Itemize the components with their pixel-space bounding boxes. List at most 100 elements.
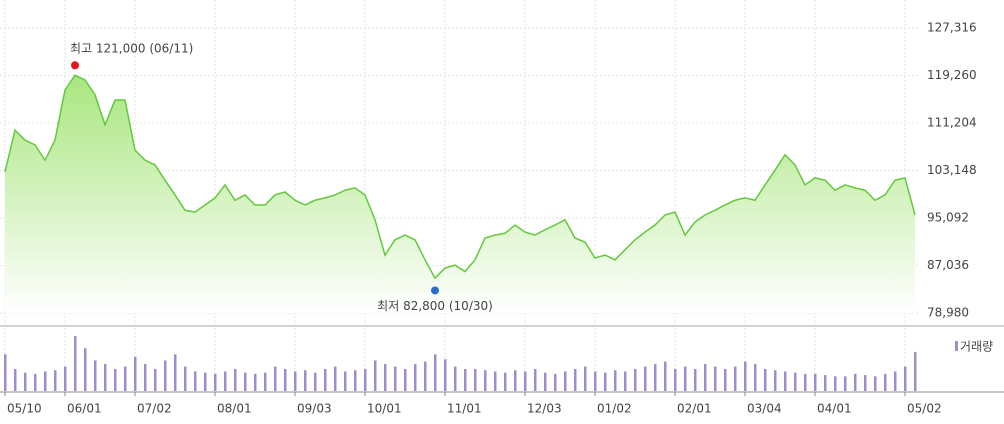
volume-bar [4, 354, 7, 391]
volume-bar [384, 364, 387, 391]
volume-bar [364, 369, 367, 391]
volume-bar [614, 370, 617, 391]
volume-bar [394, 366, 397, 391]
volume-bar [734, 366, 737, 391]
annotation-dot [431, 286, 439, 295]
volume-bar [434, 354, 437, 391]
volume-bar [334, 366, 337, 391]
volume-bar [494, 371, 497, 391]
volume-bar [454, 366, 457, 391]
volume-bar [24, 372, 27, 391]
volume-bar [664, 361, 667, 391]
volume-bar [884, 373, 887, 391]
y-tick-label: 103,148 [927, 163, 977, 177]
volume-bar [794, 372, 797, 391]
x-tick-label: 11/01 [447, 402, 482, 416]
volume-bar [54, 370, 57, 391]
volume-bar [604, 372, 607, 391]
x-tick-label: 09/03 [297, 402, 332, 416]
volume-bar [754, 364, 757, 391]
volume-bar [374, 360, 377, 391]
volume-bar [174, 354, 177, 391]
volume-bar [804, 373, 807, 391]
x-tick-label: 12/03 [527, 402, 562, 416]
volume-bar [704, 364, 707, 391]
annotation-label: 최고 121,000 (06/11) [70, 42, 193, 56]
volume-bar [154, 369, 157, 391]
volume-bar [694, 369, 697, 391]
volume-bar [224, 371, 227, 391]
volume-bar [64, 366, 67, 391]
volume-bar [654, 364, 657, 391]
volume-bar [714, 366, 717, 391]
volume-bar [444, 359, 447, 391]
x-tick-label: 04/01 [817, 402, 852, 416]
volume-bar [204, 372, 207, 391]
volume-bar [314, 372, 317, 391]
y-tick-label: 127,316 [927, 21, 977, 35]
volume-bar [904, 366, 907, 391]
volume-bar [184, 366, 187, 391]
volume-bar [774, 370, 777, 391]
volume-bar [564, 371, 567, 391]
volume-bar [144, 364, 147, 391]
volume-bar [484, 370, 487, 391]
legend-swatch [955, 341, 958, 351]
volume-bar [524, 371, 527, 391]
volume-bar [894, 371, 897, 391]
volume-bar [554, 373, 557, 391]
volume-bar [584, 366, 587, 391]
x-tick-label: 01/02 [597, 402, 632, 416]
volume-bar [244, 372, 247, 391]
volume-bar [854, 373, 857, 391]
volume-bar [194, 371, 197, 391]
volume-bar [134, 356, 137, 391]
volume-bar [164, 360, 167, 391]
volume-bar [124, 366, 127, 391]
y-tick-label: 95,092 [927, 211, 969, 225]
volume-bar [344, 371, 347, 391]
volume-bar [874, 376, 877, 391]
x-tick-label: 08/01 [217, 402, 252, 416]
x-tick-label: 02/01 [677, 402, 712, 416]
volume-bar [114, 369, 117, 391]
y-tick-label: 78,980 [927, 306, 969, 320]
x-tick-label: 05/10 [7, 402, 42, 416]
volume-bar [474, 369, 477, 391]
volume-bar [844, 376, 847, 391]
volume-bar [94, 360, 97, 391]
volume-bar [44, 371, 47, 391]
volume-bar [294, 371, 297, 391]
volume-bar [864, 375, 867, 391]
volume-bar [544, 372, 547, 391]
volume-bar [834, 376, 837, 391]
volume-bar [534, 369, 537, 391]
volume-bar [644, 366, 647, 391]
volume-bar [514, 370, 517, 391]
annotation-label: 최저 82,800 (10/30) [377, 299, 493, 313]
volume-bar [724, 369, 727, 391]
price-line [4, 74, 916, 280]
x-tick-label: 10/01 [367, 402, 402, 416]
volume-bar [574, 369, 577, 391]
volume-bar [354, 370, 357, 391]
volume-bar [254, 373, 257, 391]
volume-bar [634, 369, 637, 391]
volume-bar [34, 373, 37, 391]
volume-bar [764, 369, 767, 391]
y-tick-label: 111,204 [927, 116, 977, 130]
volume-bar [104, 364, 107, 391]
volume-bar [414, 364, 417, 391]
volume-bar [214, 373, 217, 391]
volume-bar [464, 369, 467, 391]
volume-bar [304, 370, 307, 391]
volume-bar [424, 361, 427, 391]
y-tick-label: 119,260 [927, 68, 977, 82]
y-tick-label: 87,036 [927, 258, 969, 272]
x-tick-label: 07/02 [137, 402, 172, 416]
volume-bar [264, 372, 267, 391]
legend-label: 거래량 [960, 340, 993, 354]
annotation-dot [71, 61, 79, 70]
volume-bar [84, 348, 87, 391]
